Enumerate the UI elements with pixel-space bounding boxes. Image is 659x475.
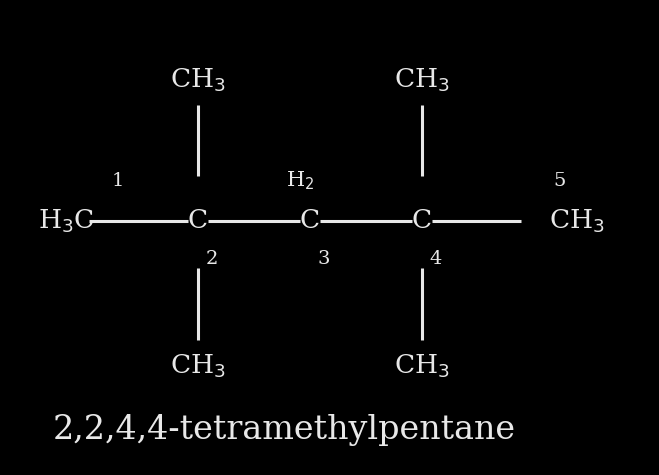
Text: 5: 5: [554, 171, 566, 190]
Text: CH$_3$: CH$_3$: [170, 352, 225, 380]
Text: C: C: [412, 209, 432, 233]
Text: CH$_3$: CH$_3$: [394, 352, 449, 380]
Text: C: C: [300, 209, 320, 233]
Text: 2: 2: [206, 250, 218, 268]
Text: H$_2$: H$_2$: [286, 169, 314, 192]
Text: 3: 3: [318, 250, 330, 268]
Text: 1: 1: [112, 171, 125, 190]
Text: CH$_3$: CH$_3$: [549, 207, 604, 235]
Text: 4: 4: [430, 250, 442, 268]
Text: C: C: [188, 209, 208, 233]
Text: H$_3$C: H$_3$C: [38, 207, 94, 235]
Text: CH$_3$: CH$_3$: [170, 67, 225, 95]
Text: 2,2,4,4-tetramethylpentane: 2,2,4,4-tetramethylpentane: [53, 414, 516, 446]
Text: CH$_3$: CH$_3$: [394, 67, 449, 95]
